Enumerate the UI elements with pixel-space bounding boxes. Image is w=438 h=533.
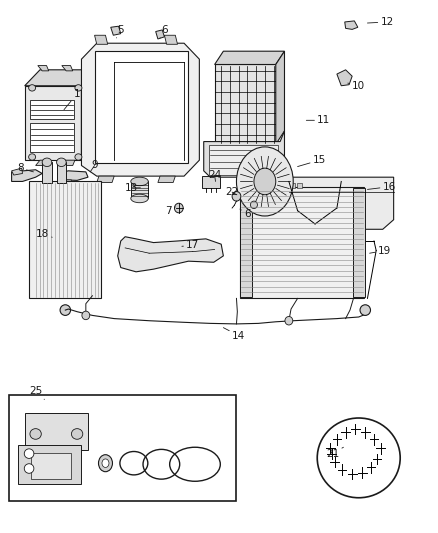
Bar [265, 182, 271, 188]
Ellipse shape [317, 418, 400, 498]
Bar [258, 182, 263, 188]
Text: 9: 9 [90, 160, 98, 172]
Ellipse shape [174, 203, 183, 213]
Polygon shape [81, 43, 199, 176]
Text: 17: 17 [182, 240, 199, 250]
Ellipse shape [57, 158, 66, 166]
Polygon shape [25, 70, 101, 86]
Polygon shape [276, 51, 285, 144]
Ellipse shape [232, 191, 241, 201]
Bar [42, 163, 52, 182]
Text: 25: 25 [29, 386, 44, 399]
Text: 6: 6 [160, 25, 168, 38]
Text: 22: 22 [226, 187, 239, 197]
Polygon shape [62, 66, 73, 71]
Ellipse shape [254, 168, 276, 195]
Polygon shape [60, 160, 75, 165]
Ellipse shape [131, 194, 148, 203]
Bar [250, 193, 280, 203]
Ellipse shape [82, 311, 90, 320]
Ellipse shape [71, 429, 83, 439]
Text: 24: 24 [208, 170, 221, 181]
Polygon shape [158, 176, 175, 182]
Polygon shape [57, 171, 88, 180]
Ellipse shape [42, 158, 52, 166]
Ellipse shape [28, 85, 35, 91]
Polygon shape [204, 131, 285, 177]
Text: 7: 7 [166, 206, 175, 216]
Text: 6: 6 [240, 209, 251, 220]
Ellipse shape [131, 177, 148, 185]
Bar [57, 163, 66, 182]
Ellipse shape [24, 449, 34, 458]
Ellipse shape [237, 147, 293, 216]
Text: 11: 11 [306, 115, 330, 125]
Bar [240, 188, 252, 297]
Polygon shape [35, 160, 51, 165]
Polygon shape [118, 237, 223, 272]
Polygon shape [337, 70, 352, 86]
Bar [95, 51, 188, 163]
Ellipse shape [30, 429, 41, 439]
Ellipse shape [24, 464, 34, 473]
Bar [9, 395, 236, 502]
Polygon shape [97, 176, 114, 182]
Ellipse shape [102, 459, 109, 467]
Bar [353, 188, 365, 297]
Bar [209, 146, 279, 174]
Polygon shape [345, 21, 358, 29]
Bar [30, 100, 74, 119]
Text: 5: 5 [117, 25, 124, 38]
Ellipse shape [75, 85, 82, 91]
Polygon shape [61, 180, 71, 184]
Bar [31, 453, 71, 479]
Text: 8: 8 [17, 163, 33, 173]
Text: 14: 14 [223, 328, 245, 341]
Text: 13: 13 [125, 183, 141, 193]
Text: 16: 16 [367, 182, 396, 192]
Bar [297, 182, 302, 188]
Polygon shape [111, 26, 121, 35]
Text: 18: 18 [35, 229, 52, 239]
Text: 1: 1 [64, 88, 81, 110]
Ellipse shape [28, 154, 35, 160]
Text: 12: 12 [367, 17, 394, 27]
Bar [25, 413, 88, 450]
Bar [250, 182, 255, 188]
Text: 10: 10 [348, 81, 365, 91]
Bar [281, 182, 287, 188]
Polygon shape [164, 35, 177, 44]
Polygon shape [81, 70, 101, 160]
Bar [29, 181, 101, 298]
Ellipse shape [60, 305, 71, 316]
Bar [30, 123, 74, 152]
Polygon shape [215, 51, 285, 64]
Ellipse shape [75, 154, 82, 160]
Polygon shape [25, 86, 81, 160]
Text: 19: 19 [370, 246, 392, 255]
Text: 21: 21 [326, 447, 343, 458]
Bar [240, 187, 364, 298]
Ellipse shape [285, 317, 293, 325]
Bar [273, 182, 279, 188]
Ellipse shape [99, 455, 113, 472]
Polygon shape [215, 64, 276, 144]
Polygon shape [12, 168, 22, 175]
Bar [289, 182, 294, 188]
Bar [131, 181, 148, 198]
Bar [18, 445, 81, 484]
Polygon shape [38, 66, 49, 71]
Polygon shape [12, 169, 42, 181]
Bar [202, 176, 220, 188]
Polygon shape [95, 35, 108, 44]
Ellipse shape [360, 305, 371, 316]
Ellipse shape [251, 201, 258, 208]
Polygon shape [155, 30, 164, 39]
Polygon shape [280, 177, 394, 229]
Text: 15: 15 [297, 155, 326, 166]
